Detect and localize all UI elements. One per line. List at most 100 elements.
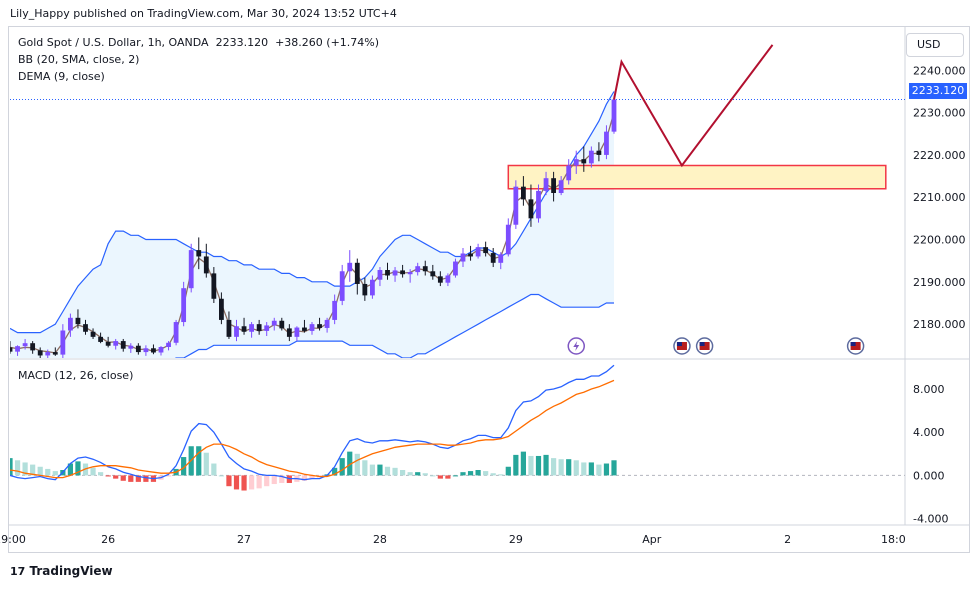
- macd-histogram-bar: [581, 462, 587, 476]
- candle-body: [347, 262, 353, 272]
- projection-path: [613, 44, 774, 168]
- candle-body: [521, 186, 526, 200]
- macd-histogram-bar: [165, 475, 172, 477]
- candle-body: [166, 342, 171, 347]
- candle: [264, 322, 270, 336]
- candle-body: [453, 261, 458, 276]
- candle: [362, 277, 368, 301]
- candle-body: [158, 347, 164, 353]
- macd-histogram-bar: [301, 475, 308, 481]
- candle: [392, 267, 398, 282]
- candle-body: [22, 343, 28, 347]
- candle: [422, 260, 428, 276]
- candle: [135, 343, 141, 355]
- chart-frame: [8, 26, 970, 553]
- candle-body: [324, 319, 330, 328]
- price-axis-label: 2180.000: [913, 318, 966, 331]
- tv-logo-text: TradingView: [29, 564, 113, 578]
- candle-body: [490, 253, 496, 263]
- candle-body: [430, 271, 436, 277]
- time-axis-label: 19:00: [0, 533, 26, 546]
- candle-body: [181, 288, 187, 323]
- macd-histogram-bar: [196, 446, 202, 476]
- candle-body: [528, 199, 534, 219]
- flag-glyph: [676, 342, 682, 346]
- price-axis-label: 2220.000: [913, 149, 966, 162]
- legend-bb[interactable]: BB (20, SMA, close, 2): [18, 53, 140, 66]
- candle: [490, 248, 496, 268]
- macd-histogram-bar: [558, 459, 564, 476]
- legend-macd[interactable]: MACD (12, 26, close): [18, 369, 134, 382]
- macd-histogram-bar: [90, 467, 96, 476]
- candle-body: [30, 343, 36, 351]
- candle-body: [128, 345, 134, 349]
- candle: [407, 269, 413, 283]
- macd-histogram-bar: [422, 473, 428, 476]
- candle-body: [588, 150, 594, 164]
- candle: [256, 319, 262, 335]
- macd-histogram-bar: [52, 471, 58, 476]
- macd-histogram-bar: [392, 467, 398, 476]
- candle: [370, 275, 375, 299]
- macd-histogram-bar: [611, 460, 617, 476]
- candle-body: [475, 247, 481, 257]
- candle-body: [422, 266, 428, 272]
- macd-histogram-bar: [588, 462, 594, 476]
- candle: [543, 171, 549, 196]
- macd-histogram-bar: [430, 475, 436, 477]
- candle-body: [98, 336, 103, 342]
- candle: [332, 294, 338, 325]
- macd-histogram-bar: [279, 475, 285, 483]
- macd-histogram-bar: [566, 459, 572, 476]
- candle-body: [151, 348, 156, 353]
- macd-histogram-bar: [573, 460, 579, 476]
- macd-histogram-bar: [120, 475, 126, 481]
- candle-body: [573, 159, 579, 166]
- macd-histogram-bar: [460, 472, 466, 476]
- candle: [226, 311, 232, 339]
- candle: [468, 245, 473, 261]
- candle-body: [249, 324, 254, 332]
- candle-body: [551, 178, 556, 193]
- candle: [400, 264, 405, 278]
- candle-body: [407, 272, 413, 275]
- candle: [52, 347, 58, 356]
- candle: [460, 248, 466, 268]
- candle: [249, 322, 254, 338]
- macd-histogram-bar: [505, 466, 511, 476]
- candle-body: [211, 273, 217, 299]
- macd-histogram-bar: [415, 472, 421, 476]
- candle: [15, 345, 20, 356]
- macd-axis-label: 0.000: [913, 469, 945, 482]
- candle: [37, 347, 43, 358]
- candle: [113, 338, 119, 350]
- candle: [505, 218, 511, 257]
- candle: [203, 243, 209, 278]
- candle-body: [264, 325, 270, 331]
- legend-dema[interactable]: DEMA (9, close): [18, 70, 105, 83]
- candle-body: [611, 99, 617, 132]
- candle: [279, 317, 285, 331]
- candle-body: [437, 276, 443, 283]
- candle-body: [15, 346, 20, 352]
- currency-button[interactable]: USD: [906, 33, 964, 57]
- time-axis-label: 27: [237, 533, 251, 546]
- candle-body: [558, 180, 564, 193]
- candle: [596, 142, 602, 162]
- candle: [98, 332, 103, 344]
- current-price-tag: 2233.120: [909, 83, 967, 99]
- macd-histogram-bar: [407, 472, 413, 476]
- macd-histogram-bar: [362, 460, 368, 476]
- candle-body: [143, 348, 149, 353]
- macd-histogram-bar: [369, 464, 375, 476]
- candle-body: [196, 250, 202, 257]
- macd-histogram-bar: [45, 468, 51, 476]
- macd-histogram-bar: [218, 475, 224, 477]
- candle: [415, 262, 421, 276]
- legend-change: +38.260 (+1.74%): [275, 36, 380, 49]
- macd-histogram-bar: [203, 452, 209, 476]
- demand-zone: [507, 164, 887, 190]
- price-axis-label: 2230.000: [913, 107, 966, 120]
- tradingview-logo: 17 TradingView: [10, 564, 113, 578]
